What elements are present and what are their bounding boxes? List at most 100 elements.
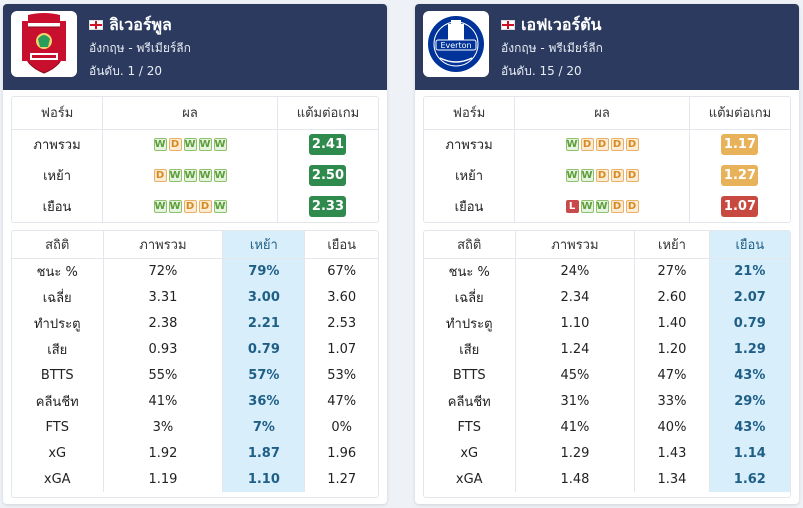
stats-header-cell[interactable]: เยือน — [304, 231, 378, 259]
stat-value: 3.00 — [222, 284, 305, 310]
league-label: อังกฤษ - พรีเมียร์ลีก — [501, 41, 603, 55]
result-badge[interactable]: D — [595, 169, 609, 182]
form-row: ภาพรวม W D W W W 2.41 — [12, 129, 378, 160]
team-logo[interactable]: Everton — [423, 11, 489, 77]
stat-value: 1.29 — [514, 440, 635, 466]
result-badge[interactable]: W — [168, 200, 182, 213]
result-badge[interactable]: W — [213, 200, 227, 213]
stat-value: 2.34 — [514, 284, 635, 310]
stats-row: ชนะ % 72% 79% 67% — [12, 258, 378, 284]
stat-value: 2.07 — [708, 284, 790, 310]
stats-header-cell[interactable]: เหย้า — [222, 231, 305, 259]
stat-value: 3.60 — [304, 284, 378, 310]
result-badge[interactable]: W — [183, 138, 197, 152]
stat-value: 1.10 — [222, 466, 305, 492]
stat-label: คลีนชีท — [447, 394, 491, 410]
result-badge[interactable]: W — [580, 169, 594, 182]
result-badge[interactable]: W — [580, 200, 594, 213]
stat-label: xGA — [43, 471, 71, 487]
result-badge[interactable]: D — [610, 169, 624, 182]
result-badge[interactable]: D — [153, 169, 167, 182]
stats-row: ทำประตู 2.38 2.21 2.53 — [12, 310, 378, 336]
result-badge[interactable]: W — [213, 169, 227, 182]
ppg-badge: 2.41 — [309, 134, 347, 156]
stat-value: 1.87 — [222, 440, 305, 466]
result-badge[interactable]: W — [198, 138, 212, 152]
team-name[interactable]: เอฟเวอร์ตัน — [521, 14, 602, 34]
stat-value: 1.96 — [304, 440, 378, 466]
result-badge[interactable]: D — [198, 200, 212, 213]
stats-row: FTS 41% 40% 43% — [424, 414, 790, 440]
stats-header-cell[interactable]: ภาพรวม — [102, 231, 223, 259]
stat-value: 0.79 — [708, 310, 790, 336]
rank-label: อันดับ. 1 / 20 — [89, 64, 163, 78]
stat-value: 21% — [708, 258, 790, 284]
result-badge[interactable]: D — [610, 138, 624, 152]
stat-value: 31% — [514, 388, 635, 414]
stat-value: 57% — [222, 362, 305, 388]
result-badge[interactable]: D — [580, 138, 594, 152]
result-badge[interactable]: D — [625, 169, 639, 182]
stats-row: คลีนชีท 31% 33% 29% — [424, 388, 790, 414]
form-row-label: ภาพรวม — [445, 138, 493, 154]
stats-header-cell: สถิติ — [12, 231, 103, 259]
result-badge[interactable]: D — [168, 138, 182, 152]
stat-label: ทำประตู — [445, 316, 493, 332]
stats-row: เสีย 1.24 1.20 1.29 — [424, 336, 790, 362]
stat-value: 45% — [514, 362, 635, 388]
stats-row: BTTS 45% 47% 43% — [424, 362, 790, 388]
stat-label: ทำประตู — [33, 316, 81, 332]
result-badge[interactable]: D — [595, 138, 609, 152]
stat-value: 0% — [304, 414, 378, 440]
team-logo[interactable] — [11, 11, 77, 77]
stats-header-cell[interactable]: เหย้า — [634, 231, 710, 259]
stats-row: ทำประตู 1.10 1.40 0.79 — [424, 310, 790, 336]
result-badge[interactable]: W — [153, 138, 167, 152]
stats-row: เฉลี่ย 3.31 3.00 3.60 — [12, 284, 378, 310]
form-header-ppg: แต้มต่อเกม — [688, 97, 790, 130]
result-badge[interactable]: D — [625, 200, 639, 213]
form-header-results: ผล — [514, 97, 690, 130]
team-name[interactable]: ลิเวอร์พูล — [109, 14, 172, 34]
form-header-label: ฟอร์ม — [12, 97, 103, 130]
result-badge[interactable]: W — [183, 169, 197, 182]
stat-value: 72% — [102, 258, 223, 284]
form-row: ภาพรวม W D D D D 1.17 — [424, 129, 790, 160]
stat-value: 1.20 — [634, 336, 710, 362]
ppg-badge: 1.27 — [721, 165, 759, 186]
stat-value: 47% — [634, 362, 710, 388]
form-row-label: เยือน — [454, 200, 484, 215]
result-badge[interactable]: W — [565, 169, 579, 182]
stats-row: xGA 1.48 1.34 1.62 — [424, 466, 790, 492]
result-badge[interactable]: D — [625, 138, 639, 152]
result-badge[interactable]: W — [213, 138, 227, 152]
stat-label: xG — [460, 445, 479, 461]
ppg-cell: 1.17 — [688, 129, 790, 160]
result-badge[interactable]: W — [168, 169, 182, 182]
result-badge[interactable]: W — [198, 169, 212, 182]
stats-header-cell[interactable]: ภาพรวม — [514, 231, 635, 259]
result-badge[interactable]: D — [183, 200, 197, 213]
form-table: ฟอร์ม ผล แต้มต่อเกม ภาพรวม W D W W W 2.41 เหย้า… — [12, 97, 378, 222]
stats-header-cell: สถิติ — [424, 231, 515, 259]
stat-value: 53% — [304, 362, 378, 388]
result-badge[interactable]: W — [565, 138, 579, 152]
form-row-label: ภาพรวม — [33, 138, 81, 154]
stats-row: คลีนชีท 41% 36% 47% — [12, 388, 378, 414]
form-header-ppg: แต้มต่อเกม — [276, 97, 378, 130]
ppg-badge: 2.33 — [309, 196, 347, 217]
ppg-cell: 2.50 — [276, 160, 378, 191]
stat-value: 43% — [708, 362, 790, 388]
stats-header-cell[interactable]: เยือน — [708, 231, 790, 259]
result-badge[interactable]: W — [153, 200, 167, 213]
stat-value: 1.07 — [304, 336, 378, 362]
stat-value: 1.27 — [304, 466, 378, 492]
form-row: เยือน W W D D W 2.33 — [12, 191, 378, 222]
form-row-label: เหย้า — [455, 169, 483, 184]
stats-row: FTS 3% 7% 0% — [12, 414, 378, 440]
result-badge[interactable]: L — [565, 200, 579, 213]
result-badge[interactable]: D — [610, 200, 624, 213]
result-badge[interactable]: W — [595, 200, 609, 213]
stat-value: 41% — [102, 388, 223, 414]
